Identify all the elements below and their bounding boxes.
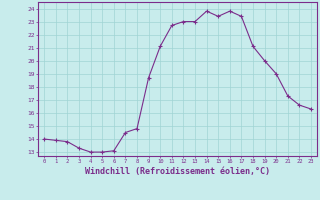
X-axis label: Windchill (Refroidissement éolien,°C): Windchill (Refroidissement éolien,°C) — [85, 167, 270, 176]
